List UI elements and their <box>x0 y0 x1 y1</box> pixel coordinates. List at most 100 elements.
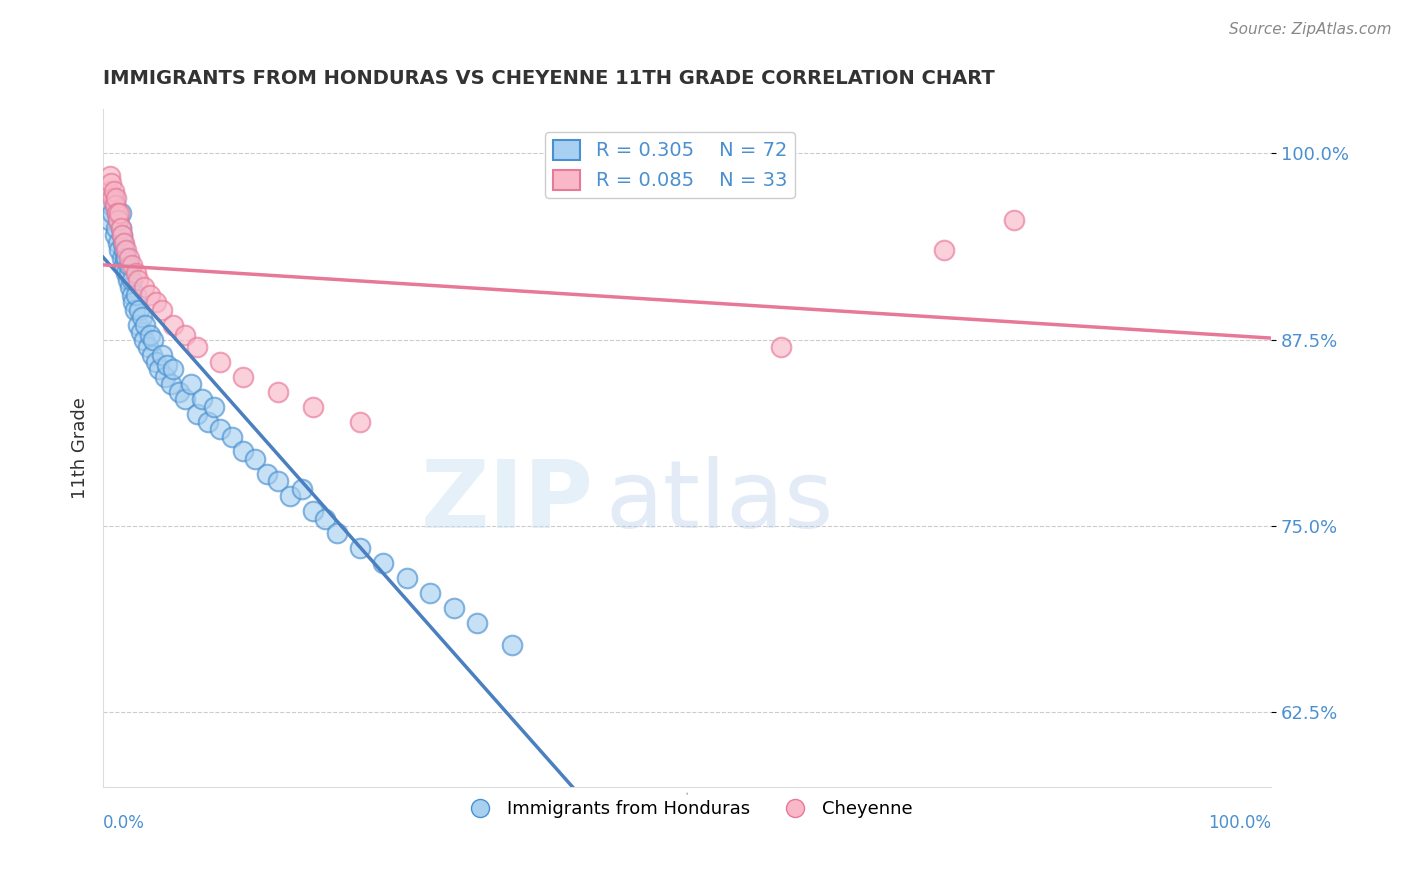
Point <box>122 295 145 310</box>
Point <box>148 362 170 376</box>
Point <box>136 340 159 354</box>
Point <box>101 191 124 205</box>
Point <box>110 206 132 220</box>
Point <box>111 235 134 250</box>
Point <box>118 280 141 294</box>
Point <box>121 288 143 302</box>
Point <box>98 169 121 183</box>
Point <box>186 340 208 354</box>
Point <box>150 347 173 361</box>
Point <box>115 243 138 257</box>
Point <box>105 206 128 220</box>
Text: IMMIGRANTS FROM HONDURAS VS CHEYENNE 11TH GRADE CORRELATION CHART: IMMIGRANTS FROM HONDURAS VS CHEYENNE 11T… <box>103 69 995 87</box>
Point <box>112 258 135 272</box>
Point <box>145 295 167 310</box>
Point <box>141 347 163 361</box>
Point <box>153 370 176 384</box>
Point <box>243 451 266 466</box>
Point <box>129 325 152 339</box>
Point <box>232 370 254 384</box>
Point <box>107 213 129 227</box>
Point <box>104 220 127 235</box>
Point <box>443 601 465 615</box>
Point <box>115 266 138 280</box>
Point <box>302 504 325 518</box>
Point <box>104 198 127 212</box>
Point <box>395 571 418 585</box>
Point <box>128 302 150 317</box>
Point <box>465 615 488 630</box>
Point <box>142 333 165 347</box>
Point <box>100 198 122 212</box>
Point <box>769 340 792 354</box>
Text: 0.0%: 0.0% <box>103 814 145 832</box>
Point <box>104 198 127 212</box>
Point <box>173 392 195 407</box>
Point <box>124 302 146 317</box>
Point <box>167 384 190 399</box>
Point <box>111 251 134 265</box>
Point <box>127 318 149 332</box>
Point <box>110 220 132 235</box>
Point <box>103 184 125 198</box>
Point <box>373 556 395 570</box>
Point <box>118 251 141 265</box>
Text: 100.0%: 100.0% <box>1208 814 1271 832</box>
Legend: Immigrants from Honduras, Cheyenne: Immigrants from Honduras, Cheyenne <box>454 793 920 825</box>
Point <box>314 511 336 525</box>
Point <box>103 191 125 205</box>
Point <box>501 638 523 652</box>
Point <box>134 318 156 332</box>
Point <box>291 482 314 496</box>
Point <box>118 258 141 272</box>
Point <box>108 243 131 257</box>
Text: ZIP: ZIP <box>420 456 593 548</box>
Point <box>197 415 219 429</box>
Point <box>131 310 153 325</box>
Point <box>139 328 162 343</box>
Point <box>98 184 121 198</box>
Point <box>111 228 134 243</box>
Point <box>325 526 347 541</box>
Point <box>118 266 141 280</box>
Point <box>221 429 243 443</box>
Point <box>121 273 143 287</box>
Point <box>150 302 173 317</box>
Point <box>108 206 131 220</box>
Point <box>139 288 162 302</box>
Point <box>121 258 143 272</box>
Point <box>208 422 231 436</box>
Point <box>127 273 149 287</box>
Point <box>107 213 129 227</box>
Point <box>98 213 121 227</box>
Point <box>180 377 202 392</box>
Point <box>349 415 371 429</box>
Point <box>349 541 371 556</box>
Point <box>232 444 254 458</box>
Point <box>162 318 184 332</box>
Point <box>173 328 195 343</box>
Point <box>267 475 290 489</box>
Point <box>202 400 225 414</box>
Text: atlas: atlas <box>606 456 834 548</box>
Point <box>145 355 167 369</box>
Point <box>278 489 301 503</box>
Point <box>132 280 155 294</box>
Point <box>104 228 127 243</box>
Point <box>132 333 155 347</box>
Point <box>107 235 129 250</box>
Point <box>932 243 955 257</box>
Point <box>104 191 127 205</box>
Point <box>101 206 124 220</box>
Point <box>111 228 134 243</box>
Point <box>208 355 231 369</box>
Point <box>256 467 278 481</box>
Point <box>110 220 132 235</box>
Point <box>419 586 441 600</box>
Point <box>105 206 128 220</box>
Text: Source: ZipAtlas.com: Source: ZipAtlas.com <box>1229 22 1392 37</box>
Point <box>186 407 208 421</box>
Point <box>267 384 290 399</box>
Point <box>302 400 325 414</box>
Point <box>160 377 183 392</box>
